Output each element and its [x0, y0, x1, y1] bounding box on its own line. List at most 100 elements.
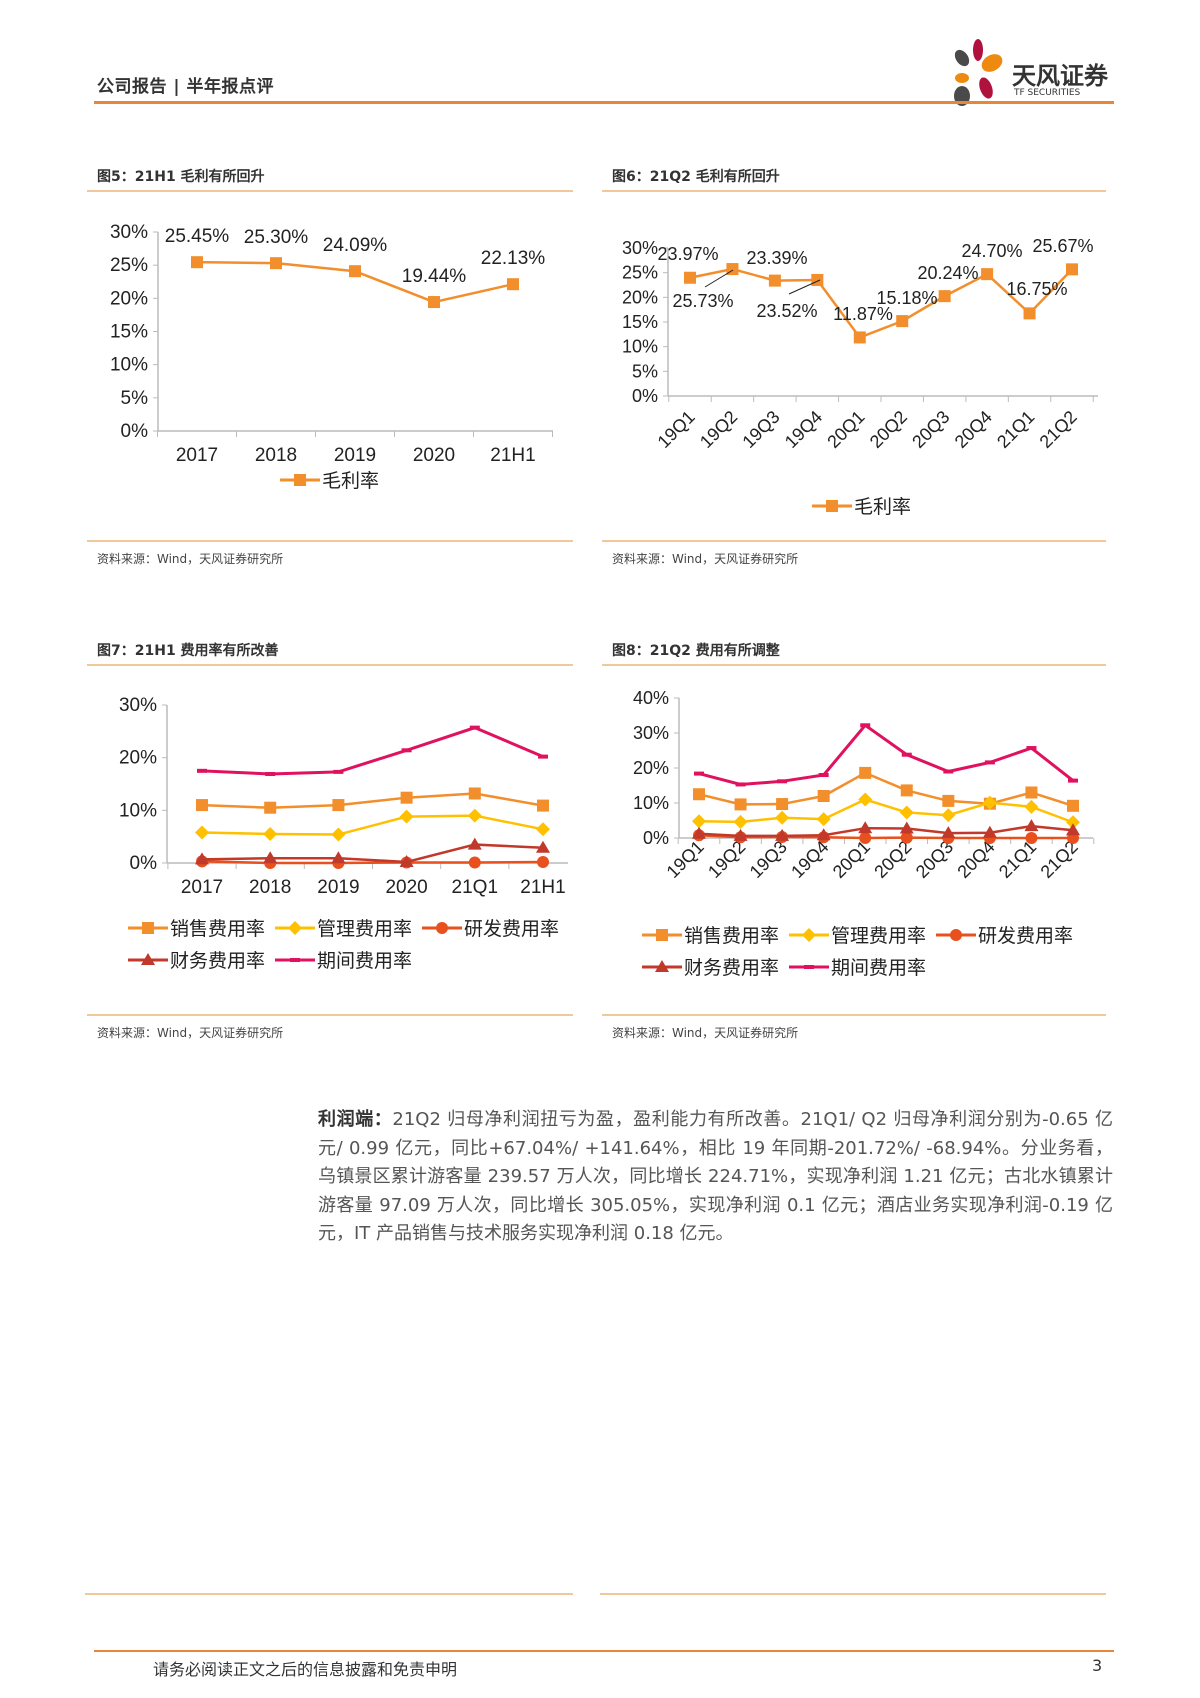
data-point	[982, 825, 997, 838]
data-point	[899, 805, 914, 820]
data-point	[537, 799, 549, 812]
y-tick-label: 0%	[121, 421, 149, 442]
legend-marker-icon	[642, 928, 682, 941]
series-line	[201, 814, 544, 836]
legend-marker	[294, 473, 306, 486]
data-point	[684, 271, 696, 284]
data-point	[859, 766, 872, 779]
x-tick-label: 19Q3	[746, 837, 791, 882]
series-line	[698, 771, 1074, 807]
x-tick-label: 2017	[176, 445, 218, 466]
y-tick-label: 0%	[643, 828, 669, 848]
x-tick-label: 19Q1	[663, 837, 708, 882]
figure-6-legend: 毛利率	[812, 492, 917, 519]
legend-label: 研发费用率	[978, 925, 1074, 947]
data-point	[331, 851, 346, 864]
data-point	[400, 791, 413, 804]
figure-8-source: 资料来源：Wind，天风证券研究所	[612, 1026, 799, 1040]
x-tick-label: 2018	[255, 445, 297, 466]
data-point	[195, 852, 209, 865]
legend-marker	[436, 921, 449, 934]
y-tick-label: 30%	[110, 222, 148, 243]
data-point	[858, 792, 873, 807]
y-tick-label: 30%	[633, 723, 669, 743]
data-point	[858, 821, 873, 834]
data-label: 20.24%	[917, 263, 978, 283]
data-point	[1024, 799, 1039, 814]
data-point	[768, 274, 781, 287]
header-divider	[94, 101, 1114, 104]
data-point	[776, 798, 789, 811]
figure-8-legend-row2: 财务费用率 期间费用率	[642, 953, 932, 980]
data-point	[941, 826, 956, 839]
data-point	[938, 290, 951, 303]
series-line	[698, 798, 1074, 824]
data-point	[1066, 263, 1078, 276]
data-point	[941, 808, 956, 823]
legend-label: 期间费用率	[831, 957, 927, 979]
page-number: 3	[1092, 1656, 1103, 1675]
series-line	[698, 824, 1074, 838]
data-point	[1025, 786, 1038, 799]
data-point	[469, 725, 480, 730]
x-tick-label: 2018	[249, 877, 291, 898]
data-point	[817, 790, 830, 802]
data-label: 22.13%	[481, 248, 546, 269]
data-point	[333, 769, 344, 774]
data-point	[1025, 832, 1038, 844]
footer-divider	[94, 1650, 1114, 1652]
series-line	[689, 267, 1073, 339]
data-point	[734, 798, 747, 811]
x-tick-label: 19Q4	[787, 837, 832, 882]
legend-label: 毛利率	[854, 496, 912, 518]
data-point	[694, 771, 704, 776]
data-point	[1024, 819, 1039, 832]
x-tick-label: 19Q3	[738, 407, 783, 452]
data-point	[900, 831, 913, 844]
legend-marker	[655, 959, 669, 972]
legend-marker	[141, 952, 155, 965]
series-管理费用率	[692, 792, 1080, 830]
series-期间费用率	[694, 723, 1078, 787]
legend-marker-icon	[128, 921, 168, 934]
data-point	[735, 782, 746, 787]
x-tick-label: 2020	[385, 877, 427, 898]
x-tick-label: 19Q2	[696, 407, 741, 452]
data-point	[1068, 778, 1078, 783]
data-point	[270, 257, 282, 270]
legend-marker-icon	[812, 499, 852, 512]
data-point	[468, 856, 481, 869]
legend-item: 毛利率	[280, 466, 379, 493]
chart-7: 0% 10% 20% 30% 2017 2018 2019 2020 21Q1 21H1	[119, 695, 568, 898]
data-point	[982, 795, 997, 810]
legend-item: 财务费用率	[642, 953, 779, 980]
figure-6-title: 图6：21Q2 毛利有所回升	[612, 169, 780, 185]
y-tick-label: 0%	[632, 386, 658, 406]
logo-subtext: TF SECURITIES	[1014, 88, 1081, 98]
report-type-header: 公司报告 | 半年报点评	[97, 77, 275, 97]
figure-7-top-rule	[87, 664, 573, 666]
legend-item: 研发费用率	[936, 921, 1073, 948]
data-point	[349, 265, 361, 278]
data-point	[263, 851, 278, 864]
data-point	[265, 771, 276, 776]
figure-5-title: 图5：21H1 毛利有所回升	[97, 169, 265, 185]
legend-marker	[950, 928, 963, 941]
data-label: 25.30%	[244, 227, 309, 248]
series-毛利率: 25.45% 25.30% 24.09% 19.44% 22.13%	[165, 226, 546, 309]
x-tick-label: 21Q1	[452, 877, 498, 898]
data-point	[811, 273, 824, 286]
chart-5: 0% 5% 10% 15% 20% 25% 30% 2017 2018 2019 2020 21H1 2…	[110, 222, 553, 466]
series-销售费用率	[196, 787, 549, 814]
data-point	[859, 832, 872, 844]
data-point	[984, 760, 995, 765]
legend-marker-icon	[275, 957, 316, 962]
legend-item: 期间费用率	[275, 946, 412, 973]
legend-marker-icon	[936, 928, 977, 941]
data-point	[538, 754, 548, 759]
legend-item: 期间费用率	[789, 953, 926, 980]
x-tick-label: 20Q2	[870, 837, 915, 882]
figure-5-bottom-rule	[87, 540, 573, 542]
paragraph-lead: 利润端：	[318, 1109, 393, 1130]
y-tick-label: 20%	[633, 758, 669, 778]
